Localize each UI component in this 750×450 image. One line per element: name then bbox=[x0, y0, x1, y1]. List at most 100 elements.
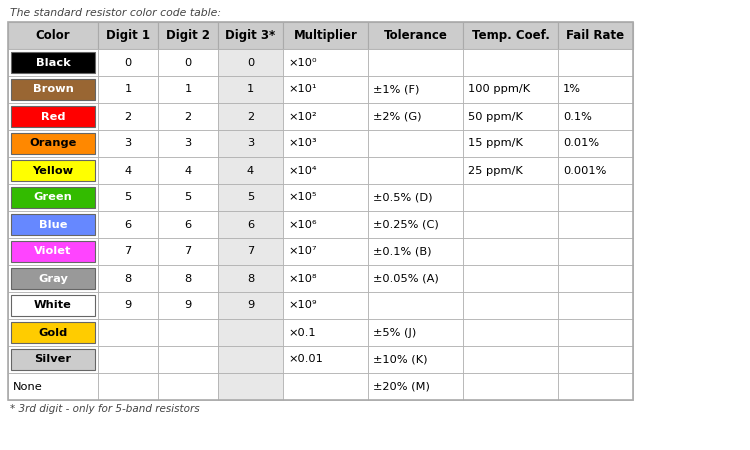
Bar bbox=[558, 184, 633, 211]
Bar bbox=[368, 184, 463, 211]
Text: 1: 1 bbox=[184, 85, 192, 94]
Bar bbox=[283, 157, 368, 184]
Bar bbox=[11, 268, 95, 289]
Bar bbox=[463, 76, 558, 103]
Text: 3: 3 bbox=[247, 139, 254, 148]
Text: Blue: Blue bbox=[39, 220, 68, 230]
Bar bbox=[463, 184, 558, 211]
Bar bbox=[368, 319, 463, 346]
Text: 8: 8 bbox=[184, 274, 192, 284]
Bar bbox=[8, 76, 98, 103]
Bar bbox=[463, 49, 558, 76]
Bar bbox=[158, 76, 218, 103]
Bar bbox=[158, 184, 218, 211]
Bar bbox=[463, 346, 558, 373]
Bar bbox=[218, 265, 283, 292]
Bar bbox=[98, 157, 158, 184]
Bar bbox=[98, 22, 158, 49]
Text: ±5% (J): ±5% (J) bbox=[373, 328, 416, 338]
Bar bbox=[283, 49, 368, 76]
Bar bbox=[283, 76, 368, 103]
Bar bbox=[218, 292, 283, 319]
Bar bbox=[463, 103, 558, 130]
Bar bbox=[368, 157, 463, 184]
Text: ×10⁴: ×10⁴ bbox=[288, 166, 316, 176]
Bar bbox=[283, 103, 368, 130]
Bar bbox=[558, 103, 633, 130]
Bar bbox=[158, 211, 218, 238]
Bar bbox=[558, 373, 633, 400]
Bar bbox=[218, 103, 283, 130]
Text: 0.001%: 0.001% bbox=[563, 166, 606, 176]
Bar bbox=[368, 103, 463, 130]
Text: 7: 7 bbox=[184, 247, 192, 256]
Bar bbox=[558, 211, 633, 238]
Bar bbox=[283, 130, 368, 157]
Text: 9: 9 bbox=[184, 301, 192, 310]
Text: 4: 4 bbox=[124, 166, 131, 176]
Bar bbox=[283, 211, 368, 238]
Bar bbox=[558, 265, 633, 292]
Text: 4: 4 bbox=[247, 166, 254, 176]
Text: 8: 8 bbox=[124, 274, 132, 284]
Text: 5: 5 bbox=[124, 193, 132, 202]
Text: ×10¹: ×10¹ bbox=[288, 85, 316, 94]
Text: ×0.01: ×0.01 bbox=[288, 355, 322, 365]
Text: ±2% (G): ±2% (G) bbox=[373, 112, 422, 122]
Bar bbox=[368, 76, 463, 103]
Text: Black: Black bbox=[36, 58, 70, 68]
Bar bbox=[218, 346, 283, 373]
Bar bbox=[463, 22, 558, 49]
Bar bbox=[463, 238, 558, 265]
Text: 15 ppm/K: 15 ppm/K bbox=[468, 139, 523, 148]
Bar bbox=[218, 184, 283, 211]
Bar bbox=[283, 265, 368, 292]
Text: ×10⁰: ×10⁰ bbox=[288, 58, 316, 68]
Text: 6: 6 bbox=[247, 220, 254, 230]
Bar bbox=[368, 373, 463, 400]
Bar bbox=[158, 346, 218, 373]
Bar bbox=[218, 22, 283, 49]
Text: 9: 9 bbox=[247, 301, 254, 310]
Bar bbox=[558, 319, 633, 346]
Text: 7: 7 bbox=[247, 247, 254, 256]
Text: ×10²: ×10² bbox=[288, 112, 316, 122]
Text: Digit 1: Digit 1 bbox=[106, 29, 150, 42]
Bar bbox=[98, 265, 158, 292]
Bar bbox=[11, 133, 95, 154]
Text: 6: 6 bbox=[184, 220, 191, 230]
Text: 5: 5 bbox=[184, 193, 192, 202]
Bar bbox=[218, 373, 283, 400]
Bar bbox=[558, 22, 633, 49]
Bar bbox=[11, 322, 95, 343]
Bar bbox=[11, 214, 95, 235]
Text: 8: 8 bbox=[247, 274, 254, 284]
Bar bbox=[463, 265, 558, 292]
Text: Brown: Brown bbox=[32, 85, 74, 94]
Bar bbox=[8, 22, 633, 400]
Text: Fail Rate: Fail Rate bbox=[566, 29, 625, 42]
Text: 2: 2 bbox=[247, 112, 254, 122]
Text: Orange: Orange bbox=[29, 139, 76, 148]
Bar bbox=[218, 49, 283, 76]
Bar bbox=[218, 319, 283, 346]
Text: Green: Green bbox=[34, 193, 73, 202]
Text: Digit 3*: Digit 3* bbox=[225, 29, 276, 42]
Bar bbox=[8, 265, 98, 292]
Bar bbox=[368, 211, 463, 238]
Text: 3: 3 bbox=[124, 139, 132, 148]
Text: 9: 9 bbox=[124, 301, 132, 310]
Bar bbox=[98, 211, 158, 238]
Text: Gold: Gold bbox=[38, 328, 68, 338]
Text: ±0.25% (C): ±0.25% (C) bbox=[373, 220, 439, 230]
Bar bbox=[8, 238, 98, 265]
Bar bbox=[98, 319, 158, 346]
Bar bbox=[98, 49, 158, 76]
Bar bbox=[98, 184, 158, 211]
Bar bbox=[463, 319, 558, 346]
Bar bbox=[98, 373, 158, 400]
Bar bbox=[368, 22, 463, 49]
Bar bbox=[283, 22, 368, 49]
Bar bbox=[283, 319, 368, 346]
Bar bbox=[158, 103, 218, 130]
